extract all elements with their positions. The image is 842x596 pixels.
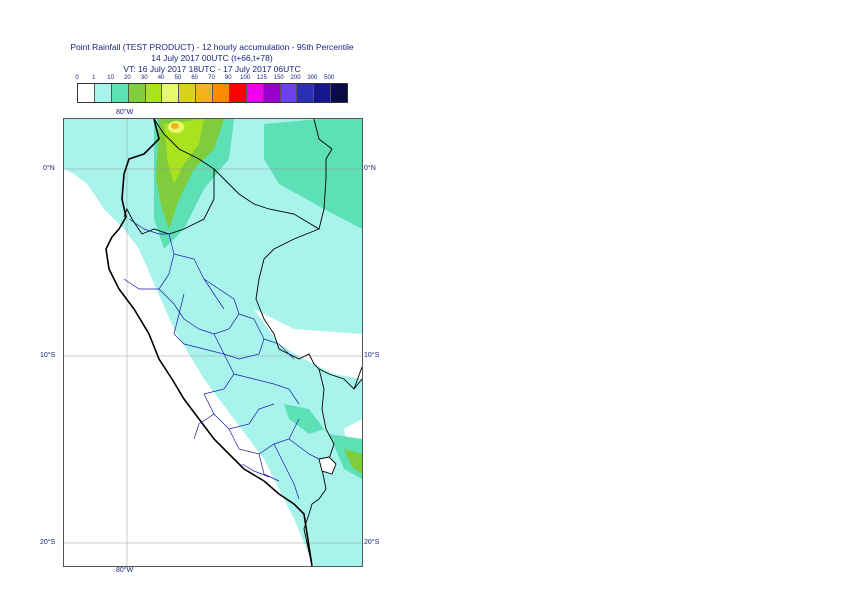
rain-area-light <box>64 119 362 566</box>
legend-swatch <box>297 84 315 102</box>
lat-label-right-0: 0°N <box>364 165 376 172</box>
region-borders <box>123 218 320 500</box>
rain-peak-orange <box>171 123 179 129</box>
rain-area-heavy-se <box>344 449 362 474</box>
legend-tick-label: 500 <box>324 75 335 81</box>
rain-area-light-ocean <box>64 119 119 189</box>
legend-tick-label: 20 <box>124 75 131 81</box>
map-panel <box>63 118 363 567</box>
legend-tick-label: 60 <box>191 75 199 81</box>
legend-tick-label: 100 <box>240 75 251 81</box>
title-line-3: VT: 16 July 2017 18UTC - 17 July 2017 06… <box>123 64 301 74</box>
legend-tick-label: 1 <box>92 75 96 81</box>
border-brazil-peru <box>255 228 362 390</box>
legend-tick-label: 200 <box>290 75 301 81</box>
border-bolivia-east <box>353 366 362 390</box>
color-legend <box>77 83 348 103</box>
lat-label-left-0: 0°N <box>43 165 55 172</box>
legend-swatch <box>229 84 247 102</box>
legend-tick-label: 40 <box>157 75 165 81</box>
legend-swatch <box>280 84 298 102</box>
lat-label-left-20s: 20°S <box>40 539 56 546</box>
title-line-2: 14 July 2017 00UTC (t+66,t+78) <box>151 53 273 63</box>
legend-tick-label: 10 <box>107 75 114 81</box>
legend-swatch <box>145 84 163 102</box>
dry-area-east <box>254 309 362 379</box>
rain-area-moderate-mid <box>284 404 324 434</box>
border-ecuador-peru <box>123 119 215 235</box>
rain-area-moderate <box>264 119 362 229</box>
lat-label-right-10s: 10°S <box>364 352 380 359</box>
legend-tick-label: 30 <box>140 75 148 81</box>
legend-tick-label: 150 <box>273 75 284 81</box>
legend-tick-label: 125 <box>256 75 267 81</box>
legend-swatch <box>331 84 347 102</box>
legend-swatch <box>314 84 332 102</box>
lon-label-top: 80°W <box>116 109 134 116</box>
lat-label-right-20s: 20°S <box>364 539 380 546</box>
legend-tick-label: 80 <box>224 75 232 81</box>
legend-tick-label: 50 <box>174 75 182 81</box>
legend-swatch <box>213 84 230 102</box>
legend-swatch <box>128 84 146 102</box>
legend-swatch <box>78 84 95 102</box>
legend-tick-label: 70 <box>208 75 215 81</box>
lon-label-bottom: 80°W <box>116 567 134 574</box>
legend-swatch <box>263 84 281 102</box>
legend-swatch <box>111 84 129 102</box>
legend-swatch <box>94 84 112 102</box>
legend-swatch <box>179 84 197 102</box>
coastline <box>105 119 313 566</box>
legend-swatch <box>196 84 213 102</box>
rainfall-map <box>64 119 362 566</box>
title-line-1: Point Rainfall (TEST PRODUCT) - 12 hourl… <box>70 42 354 52</box>
dry-area-coastal <box>64 294 304 566</box>
lake-titicaca <box>318 456 337 475</box>
border-colombia-peru <box>213 119 333 230</box>
legend-tick-label: 0 <box>75 75 79 81</box>
legend-tick-label: 300 <box>307 75 318 81</box>
legend-swatch <box>162 84 180 102</box>
lat-label-left-10s: 10°S <box>40 352 56 359</box>
legend-swatch <box>246 84 264 102</box>
